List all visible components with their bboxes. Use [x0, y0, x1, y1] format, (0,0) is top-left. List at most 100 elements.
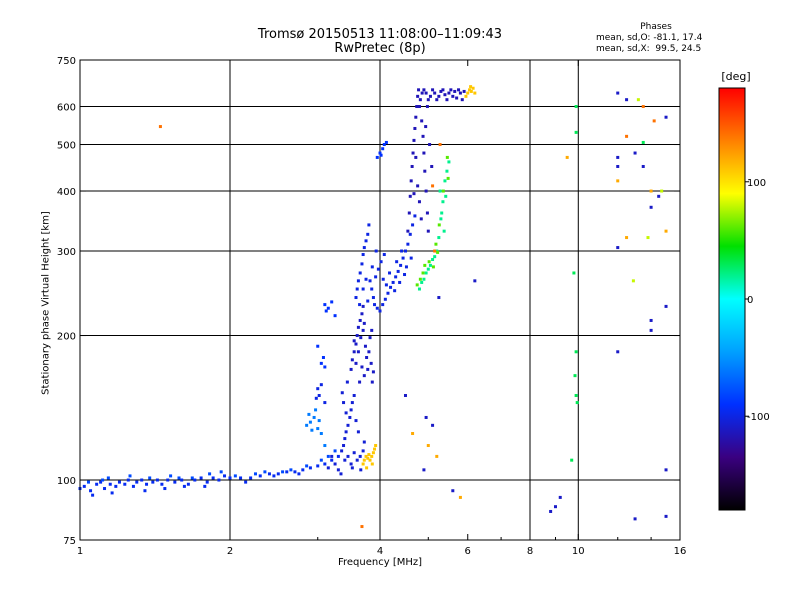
data-point [349, 367, 353, 371]
data-point [128, 474, 132, 478]
data-point [455, 96, 459, 100]
grid-lines [80, 60, 680, 540]
data-point [428, 143, 432, 147]
data-point [401, 256, 405, 260]
axis-ticks: 1 2 4 6 8 10 16 75 100 200 300 400 500 600 750 [57, 56, 686, 557]
data-point [574, 130, 578, 134]
data-point [445, 98, 449, 102]
data-point [362, 458, 366, 462]
y-tick-label: 750 [57, 56, 76, 67]
data-point [352, 394, 356, 398]
colorbar [718, 87, 746, 511]
x-tick-label: 4 [377, 546, 383, 557]
data-point [419, 217, 423, 221]
data-point [358, 303, 362, 307]
data-point [471, 86, 475, 90]
data-point [99, 480, 103, 484]
data-point [431, 265, 435, 269]
data-point [664, 229, 668, 233]
data-point [553, 505, 557, 509]
data-point [349, 462, 353, 466]
data-point [361, 287, 365, 291]
data-point [343, 437, 347, 441]
colorbar-tick-label: 100 [747, 178, 766, 189]
data-point [370, 328, 374, 332]
data-point [373, 447, 377, 451]
data-point [323, 303, 327, 307]
colorbar-ticks: -100 0 100 [745, 178, 770, 423]
x-tick-label: 2 [227, 546, 233, 557]
data-point [431, 423, 435, 427]
data-point [205, 480, 209, 484]
data-point [422, 468, 426, 472]
data-point [469, 85, 473, 89]
data-point [458, 91, 462, 95]
data-point [395, 260, 399, 264]
data-point [355, 334, 359, 338]
data-points [78, 85, 668, 529]
data-point [376, 267, 380, 271]
data-point [378, 309, 382, 313]
data-point [443, 93, 447, 97]
data-point [435, 98, 439, 102]
data-point [393, 289, 397, 293]
data-point [381, 277, 385, 281]
data-point [437, 296, 441, 300]
data-point [151, 480, 155, 484]
data-point [340, 449, 344, 453]
data-point [664, 468, 668, 472]
data-point [378, 151, 382, 155]
data-point [160, 482, 164, 486]
data-point [361, 328, 365, 332]
data-point [441, 200, 445, 204]
data-point [343, 458, 347, 462]
data-point [374, 249, 378, 253]
x-tick-label: 16 [674, 546, 687, 557]
data-point [208, 472, 212, 476]
data-point [440, 211, 444, 215]
data-point [106, 476, 110, 480]
data-point [435, 454, 439, 458]
data-point [323, 401, 327, 405]
data-point [370, 454, 374, 458]
data-point [616, 155, 620, 159]
data-point [285, 470, 289, 474]
data-point [426, 444, 430, 448]
data-point [126, 478, 130, 482]
data-point [369, 361, 373, 365]
data-point [410, 164, 414, 168]
data-point [413, 214, 417, 218]
data-point [436, 250, 440, 254]
data-point [354, 419, 358, 423]
data-point [131, 484, 135, 488]
phase-stats-x: mean, sd,X: 99.5, 24.5 [596, 44, 702, 54]
data-point [370, 265, 374, 269]
data-point [368, 279, 372, 283]
data-point [383, 297, 387, 301]
data-point [417, 105, 421, 109]
data-point [633, 517, 637, 521]
data-point [323, 462, 327, 466]
data-point [420, 91, 424, 95]
data-point [399, 263, 403, 267]
data-point [312, 415, 316, 419]
phases-heading: Phases [640, 22, 672, 32]
data-point [664, 514, 668, 518]
x-tick-label: 8 [527, 546, 533, 557]
y-tick-label: 600 [57, 103, 76, 114]
data-point [324, 309, 328, 313]
data-point [163, 487, 167, 491]
data-point [340, 391, 344, 395]
data-point [438, 143, 442, 147]
data-point [431, 88, 435, 92]
data-point [374, 444, 378, 448]
data-point [424, 415, 428, 419]
data-point [664, 115, 668, 119]
data-point [403, 273, 407, 277]
data-point [186, 482, 190, 486]
data-point [625, 134, 629, 138]
data-point [418, 98, 422, 102]
data-point [371, 296, 375, 300]
data-point [430, 164, 434, 168]
data-point [366, 456, 370, 460]
